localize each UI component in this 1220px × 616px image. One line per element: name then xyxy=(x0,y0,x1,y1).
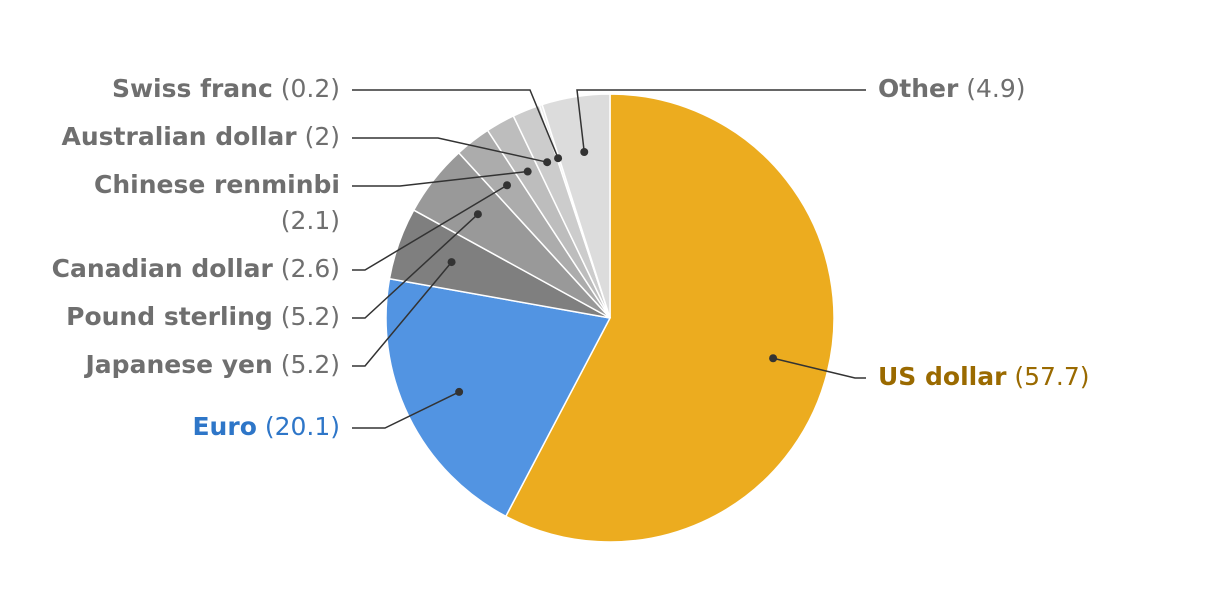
value-label: (4.9) xyxy=(958,74,1025,103)
value-label: (20.1) xyxy=(257,412,340,441)
leader-dot xyxy=(455,387,464,396)
value-label: (5.2) xyxy=(273,302,340,331)
leader-dot xyxy=(503,181,512,190)
slice-label: Australian dollar (2) xyxy=(62,122,340,151)
slice-label: Euro (20.1) xyxy=(192,412,340,441)
category-name: Canadian dollar xyxy=(52,254,274,283)
slice-label: Pound sterling (5.2) xyxy=(66,302,340,331)
pie-slice xyxy=(541,93,611,319)
leader-dot xyxy=(543,158,552,167)
value-label: (2) xyxy=(297,122,340,151)
slice-label: Canadian dollar (2.6) xyxy=(52,254,340,283)
slice-label: Swiss franc (0.2) xyxy=(112,74,340,103)
value-label: (0.2) xyxy=(273,74,340,103)
leader-line xyxy=(352,89,559,159)
leader-dot xyxy=(473,210,482,219)
category-name: US dollar xyxy=(878,362,1007,391)
category-name: Pound sterling xyxy=(66,302,273,331)
leader-line xyxy=(352,261,453,367)
leader-dot xyxy=(580,147,589,156)
category-name: Australian dollar xyxy=(62,122,298,151)
slice-label: US dollar (57.7) xyxy=(878,362,1090,391)
slice-label: Other (4.9) xyxy=(878,74,1026,103)
value-label: (5.2) xyxy=(273,350,340,379)
slice-label: Chinese renminbi xyxy=(94,170,340,199)
leader-line xyxy=(352,170,528,187)
leader-line xyxy=(772,357,866,379)
leader-line xyxy=(352,184,508,271)
leader-dot xyxy=(523,167,532,176)
pie xyxy=(385,93,835,543)
leader-dot xyxy=(447,258,456,267)
value-label: (57.7) xyxy=(1006,362,1089,391)
leader-dot xyxy=(554,154,563,163)
leader-line xyxy=(352,391,460,429)
leader-line xyxy=(576,89,866,153)
slice-label: Japanese yen (5.2) xyxy=(84,350,341,379)
category-name: Swiss franc xyxy=(112,74,273,103)
leader-dot xyxy=(769,354,778,363)
category-name: Japanese yen xyxy=(84,350,273,379)
category-name: Chinese renminbi xyxy=(94,170,340,199)
leader-line xyxy=(352,137,548,163)
value-label: (2.1) xyxy=(281,206,340,235)
category-name: Other xyxy=(878,74,959,103)
category-name: Euro xyxy=(192,412,256,441)
value-label: (2.6) xyxy=(273,254,340,283)
leader-line xyxy=(352,213,479,319)
